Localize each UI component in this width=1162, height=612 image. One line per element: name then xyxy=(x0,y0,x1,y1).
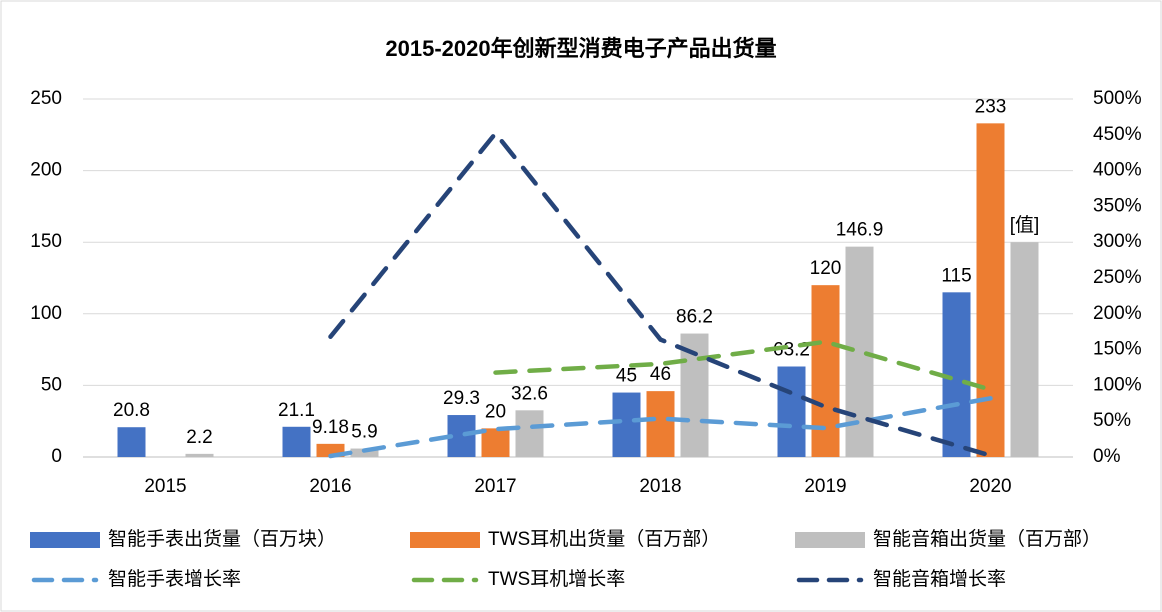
data-label: 146.9 xyxy=(836,220,884,241)
y2-tick-label: 250% xyxy=(1093,267,1142,288)
x-tick-label: 2020 xyxy=(969,476,1011,497)
data-label: 46 xyxy=(650,364,671,385)
y-tick-label: 250 xyxy=(30,88,62,109)
legend-label: 智能音箱出货量（百万部） xyxy=(873,528,1101,550)
legend-label: 智能手表增长率 xyxy=(108,568,241,590)
y2-tick-label: 150% xyxy=(1093,339,1142,360)
line xyxy=(328,129,993,458)
bar xyxy=(942,292,971,457)
legend-swatch xyxy=(795,532,865,548)
data-label: 21.1 xyxy=(278,400,315,421)
x-tick-label: 2018 xyxy=(639,476,681,497)
bar xyxy=(777,366,806,457)
bar xyxy=(117,427,146,457)
bar xyxy=(185,453,214,457)
data-label: 120 xyxy=(810,258,842,279)
bar xyxy=(481,428,510,457)
line xyxy=(328,396,993,459)
legend-label: 智能手表出货量（百万块） xyxy=(108,528,336,550)
data-label: 32.6 xyxy=(511,383,548,404)
y-tick-label: 100 xyxy=(30,303,62,324)
bar xyxy=(646,391,675,457)
x-tick-label: 2015 xyxy=(144,476,186,497)
data-label: 29.3 xyxy=(443,388,480,409)
y2-tick-label: 0% xyxy=(1093,446,1121,467)
x-tick-label: 2017 xyxy=(474,476,516,497)
bar xyxy=(976,123,1005,458)
y-tick-label: 150 xyxy=(30,231,62,252)
legend-label: TWS耳机出货量（百万部） xyxy=(488,528,720,550)
legend-label: 智能音箱增长率 xyxy=(873,568,1006,590)
data-label: 86.2 xyxy=(676,307,713,328)
line xyxy=(493,339,993,392)
y-tick-label: 200 xyxy=(30,160,62,181)
y2-tick-label: 350% xyxy=(1093,195,1142,216)
data-label: 2.2 xyxy=(186,427,212,448)
data-label: 20.8 xyxy=(113,400,150,421)
data-label: 45 xyxy=(616,366,637,387)
y-tick-label: 50 xyxy=(41,374,62,395)
bar xyxy=(350,448,379,457)
bar xyxy=(515,410,544,457)
x-tick-label: 2019 xyxy=(804,476,846,497)
y2-tick-label: 200% xyxy=(1093,303,1142,324)
y2-tick-label: 400% xyxy=(1093,160,1142,181)
bar xyxy=(1010,242,1039,457)
data-label: 233 xyxy=(975,96,1007,117)
y2-tick-label: 500% xyxy=(1093,88,1142,109)
data-label: [值] xyxy=(1010,214,1040,236)
y2-tick-label: 50% xyxy=(1093,410,1131,431)
bar xyxy=(282,426,311,457)
data-label: 115 xyxy=(941,265,971,286)
y-tick-label: 0 xyxy=(51,446,62,467)
legend-label: TWS耳机增长率 xyxy=(488,568,625,590)
bar xyxy=(811,285,840,457)
y2-tick-label: 100% xyxy=(1093,374,1142,395)
y2-tick-label: 300% xyxy=(1093,231,1142,252)
y2-tick-label: 450% xyxy=(1093,124,1142,145)
legend-swatch xyxy=(410,532,480,548)
data-label: 9.18 xyxy=(312,417,349,438)
legend-swatch xyxy=(30,532,100,548)
data-label: 5.9 xyxy=(351,422,377,443)
chart-title: 2015-2020年创新型消费电子产品出货量 xyxy=(385,36,776,61)
bar xyxy=(612,392,641,457)
x-tick-label: 2016 xyxy=(309,476,351,497)
data-label: 20 xyxy=(485,401,506,422)
